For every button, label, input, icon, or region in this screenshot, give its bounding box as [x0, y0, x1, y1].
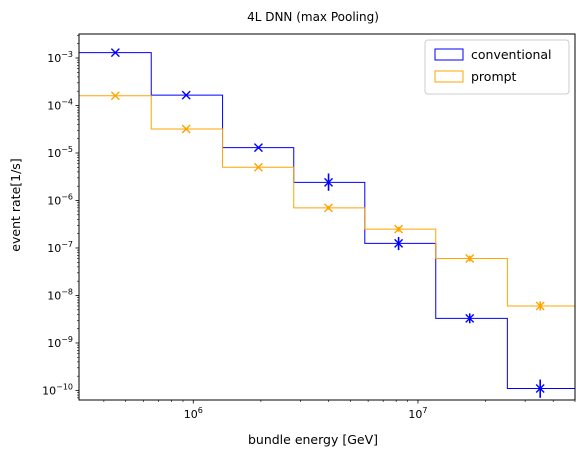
legend: conventional prompt: [424, 39, 570, 95]
x-tick-label: 107: [408, 406, 427, 421]
y-tick-label-exp: −7: [61, 240, 73, 249]
y-tick-label-base: 10: [47, 337, 61, 350]
y-tick-label-exp: −8: [61, 287, 73, 296]
plot-area: [78, 33, 576, 401]
series-prompt-marker: [110, 91, 120, 101]
series-conventional-marker: [253, 143, 263, 153]
marker-stroke: [465, 254, 475, 264]
y-tick-label: 10−9: [47, 335, 73, 350]
marker-stroke: [465, 313, 475, 323]
marker-stroke: [110, 48, 120, 58]
marker-stroke: [324, 177, 334, 187]
marker-stroke: [253, 162, 263, 172]
y-tick-label: 10−4: [47, 97, 73, 112]
plot-clipped: [79, 48, 575, 400]
axes-frame: [78, 33, 576, 401]
y-tick-label-exp: −6: [61, 192, 73, 201]
y-tick-label-base: 10: [47, 147, 61, 160]
marker-stroke: [253, 143, 263, 153]
marker-stroke: [110, 91, 120, 101]
series-prompt-marker: [394, 224, 404, 234]
y-tick-label: 10−10: [42, 382, 73, 397]
series-prompt-step: [79, 95, 575, 400]
x-tick-label-exp: 6: [198, 406, 203, 415]
legend-swatch-prompt: [434, 70, 464, 83]
series-prompt-marker: [181, 124, 191, 134]
legend-swatch-conventional: [434, 48, 464, 61]
y-tick-label-base: 10: [47, 194, 61, 207]
legend-label-conventional: conventional: [471, 47, 552, 62]
y-tick-label-exp: −10: [56, 382, 73, 391]
series-prompt-marker: [535, 301, 545, 311]
y-tick-label: 10−8: [47, 287, 73, 302]
marker-stroke: [181, 90, 191, 100]
series-conventional-marker: [535, 384, 545, 393]
x-tick-label-exp: 7: [422, 406, 427, 415]
y-tick-label-base: 10: [47, 242, 61, 255]
y-tick-label: 10−7: [47, 240, 73, 255]
y-tick-label: 10−6: [47, 192, 73, 207]
series-prompt-marker: [324, 203, 334, 213]
marker-stroke: [535, 384, 545, 393]
series-prompt-marker: [253, 162, 263, 172]
series-conventional-marker: [110, 48, 120, 58]
legend-label-prompt: prompt: [471, 69, 517, 84]
x-tick-label-base: 10: [408, 408, 422, 421]
y-tick-label: 10−3: [47, 50, 73, 65]
y-tick-label-base: 10: [42, 384, 56, 397]
y-tick-label-base: 10: [47, 289, 61, 302]
series-prompt-marker: [465, 254, 475, 264]
series-conventional-marker: [324, 177, 334, 187]
x-tick-label-base: 10: [184, 408, 198, 421]
y-tick-label-exp: −9: [61, 335, 73, 344]
y-tick-label: 10−5: [47, 145, 73, 160]
marker-stroke: [535, 301, 545, 311]
marker-stroke: [181, 124, 191, 134]
y-axis-ticks: 10−310−410−510−610−710−810−910−10: [42, 35, 79, 399]
y-tick-label-base: 10: [47, 99, 61, 112]
y-tick-label-exp: −3: [61, 50, 73, 59]
y-tick-label-exp: −4: [61, 97, 73, 106]
series-conventional-marker: [394, 238, 404, 248]
x-axis-ticks: 106 107: [103, 400, 576, 421]
y-tick-label-base: 10: [47, 52, 61, 65]
marker-stroke: [394, 224, 404, 234]
series-conventional-marker: [181, 90, 191, 100]
marker-stroke: [394, 238, 404, 248]
series-conventional-marker: [465, 313, 475, 323]
marker-stroke: [324, 203, 334, 213]
chart-title: 4L DNN (max Pooling): [247, 10, 379, 24]
legend-box: [424, 39, 570, 95]
y-tick-label-exp: −5: [61, 145, 73, 154]
x-axis-label: bundle energy [GeV]: [248, 432, 378, 447]
y-axis-label: event rate[1/s]: [8, 158, 23, 251]
x-tick-label: 106: [184, 406, 203, 421]
series-conventional-step: [79, 52, 575, 400]
